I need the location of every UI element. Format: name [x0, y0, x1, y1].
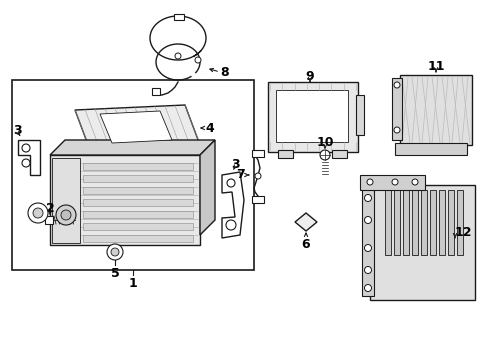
- Circle shape: [107, 244, 123, 260]
- Bar: [391, 78, 401, 140]
- Text: 3: 3: [230, 158, 239, 171]
- Bar: [83, 163, 193, 170]
- Bar: [50, 155, 200, 245]
- Bar: [12, 80, 253, 270]
- Polygon shape: [222, 172, 244, 238]
- Bar: [251, 150, 264, 157]
- Circle shape: [61, 210, 71, 220]
- Polygon shape: [75, 105, 200, 150]
- Circle shape: [364, 244, 371, 252]
- Circle shape: [28, 203, 48, 223]
- Circle shape: [364, 266, 371, 274]
- Text: 3: 3: [14, 125, 22, 138]
- Bar: [393, 190, 399, 255]
- Circle shape: [319, 150, 329, 160]
- Bar: [394, 143, 466, 155]
- Text: 11: 11: [427, 59, 444, 72]
- Bar: [384, 190, 390, 255]
- Polygon shape: [200, 140, 215, 235]
- Circle shape: [111, 248, 119, 256]
- Circle shape: [175, 53, 181, 59]
- Bar: [52, 158, 80, 243]
- Bar: [251, 196, 264, 203]
- Bar: [83, 175, 193, 182]
- Circle shape: [364, 194, 371, 202]
- Circle shape: [411, 179, 417, 185]
- Polygon shape: [100, 111, 172, 143]
- Bar: [278, 150, 292, 158]
- Polygon shape: [294, 213, 316, 231]
- Bar: [361, 188, 373, 296]
- Bar: [420, 190, 426, 255]
- Text: 10: 10: [316, 135, 333, 148]
- Bar: [45, 216, 53, 224]
- Circle shape: [22, 159, 30, 167]
- Bar: [359, 175, 424, 190]
- Text: 2: 2: [45, 202, 54, 215]
- Bar: [83, 187, 193, 194]
- Circle shape: [254, 173, 261, 179]
- Circle shape: [364, 284, 371, 292]
- Circle shape: [226, 179, 235, 187]
- Bar: [447, 190, 453, 255]
- Bar: [83, 199, 193, 206]
- Text: 1: 1: [128, 277, 137, 290]
- Text: 12: 12: [454, 225, 471, 238]
- Bar: [174, 14, 183, 20]
- Bar: [83, 211, 193, 218]
- Text: 5: 5: [110, 267, 119, 280]
- Bar: [456, 190, 462, 255]
- Bar: [83, 235, 193, 242]
- Bar: [438, 190, 444, 255]
- Text: 6: 6: [301, 238, 310, 251]
- Bar: [369, 185, 474, 300]
- Circle shape: [366, 179, 372, 185]
- Bar: [411, 190, 417, 255]
- Circle shape: [391, 179, 397, 185]
- Circle shape: [56, 205, 76, 225]
- Bar: [402, 190, 408, 255]
- Circle shape: [364, 216, 371, 224]
- Bar: [83, 223, 193, 230]
- Bar: [152, 88, 160, 95]
- Circle shape: [195, 57, 201, 63]
- Text: 4: 4: [204, 122, 213, 135]
- Bar: [355, 95, 363, 135]
- Circle shape: [393, 82, 399, 88]
- Bar: [267, 82, 357, 152]
- Text: 7: 7: [236, 168, 244, 181]
- Bar: [399, 75, 471, 145]
- Bar: [331, 150, 346, 158]
- Circle shape: [225, 220, 236, 230]
- Circle shape: [22, 144, 30, 152]
- Text: 9: 9: [305, 69, 314, 82]
- Circle shape: [33, 208, 43, 218]
- Polygon shape: [50, 140, 215, 155]
- Text: 8: 8: [220, 66, 228, 78]
- Polygon shape: [18, 140, 40, 175]
- Bar: [429, 190, 435, 255]
- Bar: [275, 90, 347, 142]
- Circle shape: [393, 127, 399, 133]
